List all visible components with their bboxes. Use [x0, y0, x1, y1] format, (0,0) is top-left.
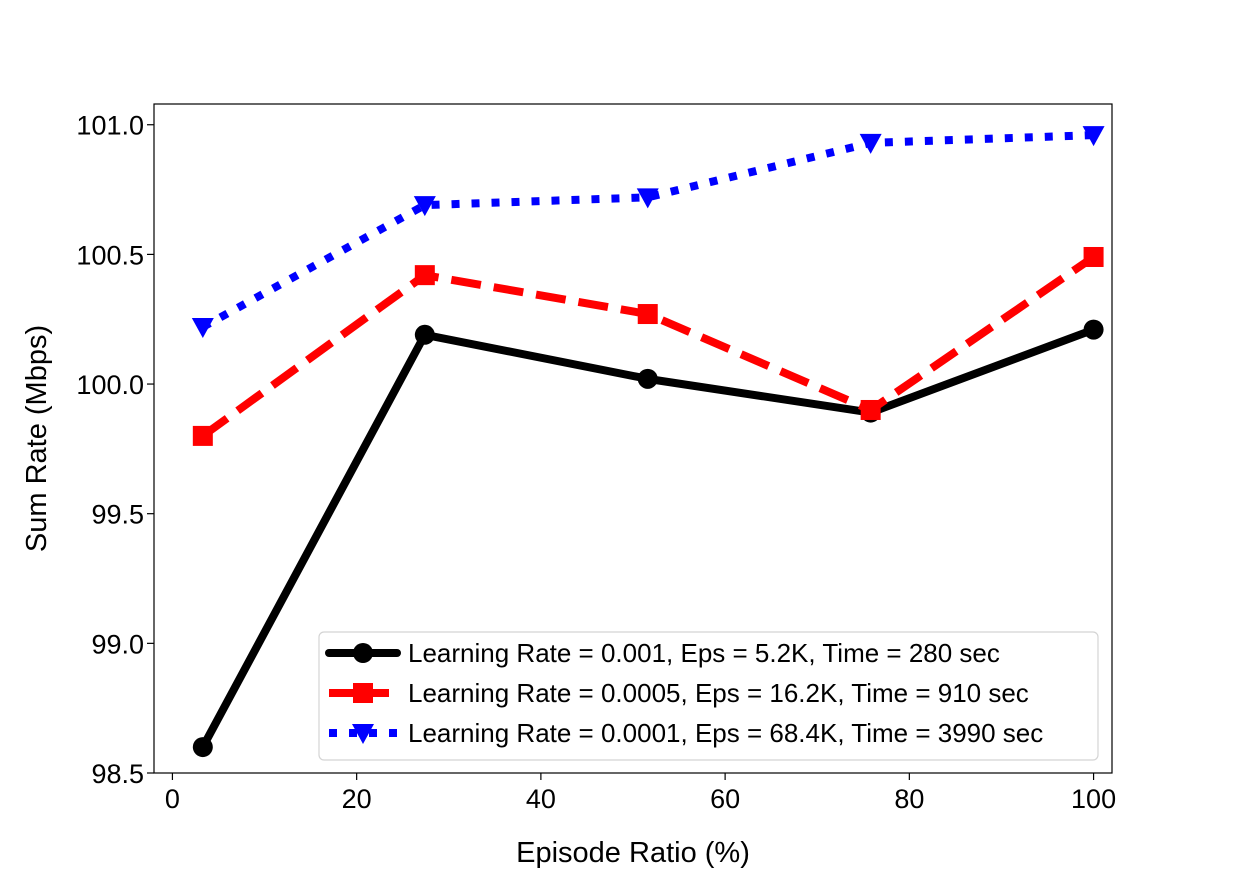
- x-axis-label: Episode Ratio (%): [516, 837, 750, 869]
- data-point-series-2: [637, 304, 658, 325]
- x-tick-label: 60: [710, 784, 740, 814]
- data-point-series-3: [413, 196, 436, 217]
- data-point-series-1: [1083, 319, 1104, 340]
- legend-marker-1: [353, 643, 373, 663]
- series-line-3: [200, 131, 1094, 331]
- legend-entry-3: Learning Rate = 0.0001, Eps = 68.4K, Tim…: [408, 718, 1043, 748]
- legend-box: [318, 631, 1099, 761]
- data-point-series-1: [414, 324, 435, 345]
- plot-area: [191, 126, 1105, 758]
- x-tick-label: 40: [526, 784, 556, 814]
- series-line-2: [200, 253, 1096, 440]
- data-point-series-1: [637, 368, 658, 389]
- data-point-series-3: [191, 318, 214, 338]
- y-tick-label: 98.5: [91, 759, 144, 789]
- data-point-series-3: [1082, 126, 1105, 147]
- y-tick-label: 99.0: [91, 629, 144, 659]
- y-tick-label: 99.5: [91, 500, 144, 530]
- x-tick-label: 80: [894, 784, 924, 814]
- x-tick-label: 0: [165, 784, 180, 814]
- data-point-series-3: [636, 188, 659, 209]
- data-point-series-2: [860, 399, 881, 420]
- y-axis-label: Sum Rate (Mbps): [21, 325, 53, 552]
- data-point-series-2: [192, 425, 213, 446]
- data-point-series-2: [1083, 246, 1104, 267]
- legend-entry-2: Learning Rate = 0.0005, Eps = 16.2K, Tim…: [408, 678, 1029, 708]
- y-tick-label: 100.0: [76, 370, 144, 400]
- x-tick-label: 100: [1071, 784, 1116, 814]
- data-point-series-1: [192, 737, 213, 758]
- plot-frame: [153, 103, 1113, 774]
- legend-marker-3: [352, 724, 374, 744]
- x-tick-label: 20: [342, 784, 372, 814]
- y-tick-label: 100.5: [76, 240, 144, 270]
- legend-marker-2: [353, 683, 373, 703]
- y-tick-label: 101.0: [76, 111, 144, 141]
- data-point-series-3: [859, 133, 882, 154]
- axes: 0 20 40 60 80 100 98.5 99.0 99.5 100.0 100.5 101.0: [76, 111, 1116, 814]
- data-point-series-2: [414, 265, 435, 286]
- legend-entry-1: Learning Rate = 0.001, Eps = 5.2K, Time …: [408, 638, 1000, 668]
- legend: Learning Rate = 0.001, Eps = 5.2K, Time …: [318, 631, 1099, 761]
